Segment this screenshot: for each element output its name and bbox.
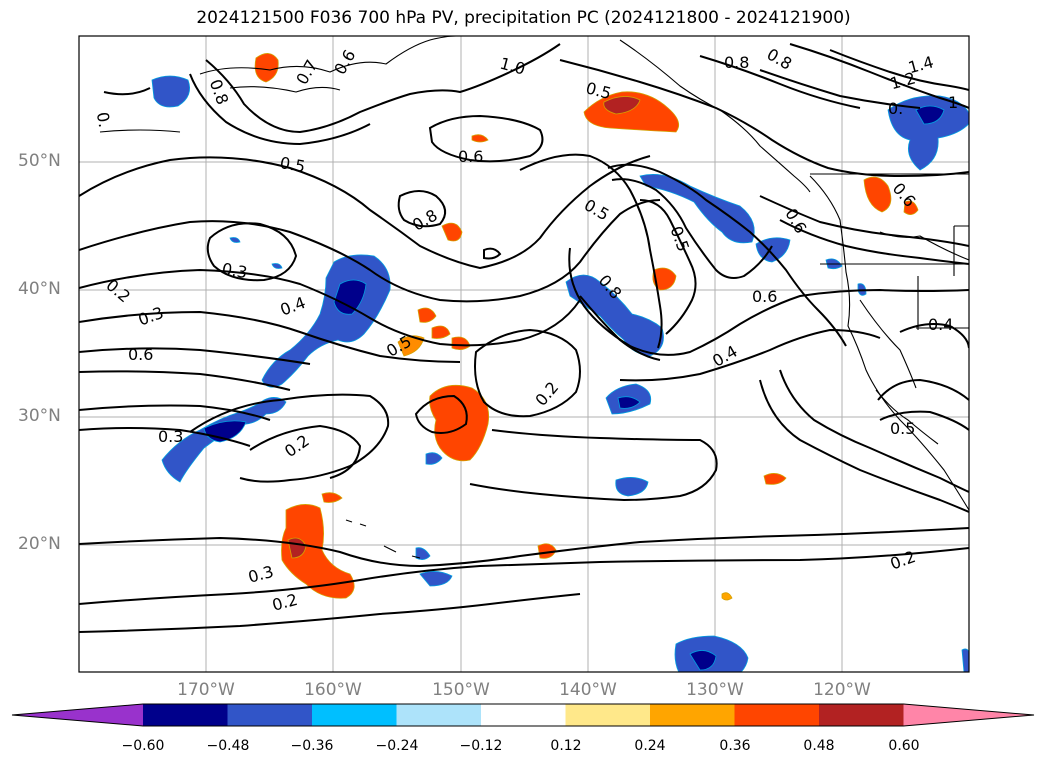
contour-label: 0.8 xyxy=(724,53,749,72)
lon-label: 130°W xyxy=(686,680,744,700)
contour-label: 0.4 xyxy=(928,315,953,334)
colorbar-segment xyxy=(143,704,228,726)
contour-label: 0.5 xyxy=(890,419,915,438)
lon-label: 160°W xyxy=(304,680,362,700)
contour-label: 0. xyxy=(888,99,903,118)
colorbar-extend-high xyxy=(903,704,1034,726)
contour-label: 0.4 xyxy=(709,341,741,370)
contour-label: 0.8 xyxy=(764,44,796,73)
colorbar-tick: −0.12 xyxy=(459,738,503,754)
colorbar-tick: 0.12 xyxy=(550,738,582,754)
contour-label: 0.2 xyxy=(531,378,562,410)
colorbar-tick: −0.36 xyxy=(290,738,334,754)
map-frame xyxy=(78,35,970,673)
colorbar-tick: −0.48 xyxy=(206,738,250,754)
colorbar-segment xyxy=(650,704,735,726)
colorbar-tick: 0.48 xyxy=(803,738,835,754)
contour-label: 0.5 xyxy=(278,153,306,176)
colorbar xyxy=(11,703,1035,727)
contour-label: 0.5 xyxy=(581,195,613,224)
colorbar-segment xyxy=(396,704,482,726)
contour-label: 0.2 xyxy=(270,590,300,615)
colorbar-segment xyxy=(819,704,904,726)
pv-contours xyxy=(79,43,969,633)
contour-label: 0.7 xyxy=(292,56,321,88)
gridlines xyxy=(79,36,969,672)
contour-label: 0.3 xyxy=(158,427,183,446)
contour-label: 1 xyxy=(948,93,958,112)
colorbar-segment xyxy=(227,704,313,726)
contour-label: 0.6 xyxy=(128,345,153,364)
contour-label: 0.4 xyxy=(278,293,308,320)
lon-label: 150°W xyxy=(432,680,490,700)
contour-label: 0.6 xyxy=(752,287,777,306)
colorbar-segment xyxy=(565,704,651,726)
lat-label: 20°N xyxy=(18,534,61,554)
colorbar-segment xyxy=(312,704,397,726)
contour-label: 0.8 xyxy=(409,205,441,234)
lon-label: 120°W xyxy=(813,680,871,700)
colorbar-tick: 0.36 xyxy=(719,738,751,754)
precip-positive-areas xyxy=(254,53,919,601)
lon-label: 170°W xyxy=(177,680,235,700)
coastlines xyxy=(99,36,969,559)
map-title: 2024121500 F036 700 hPa PV, precipitatio… xyxy=(196,8,851,28)
contour-label: 0.6 xyxy=(330,46,359,78)
lat-label: 40°N xyxy=(18,279,61,299)
lat-label: 30°N xyxy=(18,406,61,426)
colorbar-segment xyxy=(734,704,820,726)
contour-label: 0.5 xyxy=(666,224,693,254)
contour-label: 0.3 xyxy=(220,259,248,282)
contour-label: 0.2 xyxy=(102,275,134,306)
lon-label: 140°W xyxy=(559,680,617,700)
precip-negative-areas xyxy=(151,75,969,672)
contour-label: 0.3 xyxy=(136,303,166,330)
colorbar-extend-low xyxy=(12,704,143,726)
contour-label: 0. xyxy=(93,111,114,129)
contour-label: 0.2 xyxy=(281,431,313,461)
colorbar-tick: 0.24 xyxy=(634,738,666,754)
colorbar-segment xyxy=(481,704,566,726)
lat-label: 50°N xyxy=(18,151,61,171)
contour-label: 0.6 xyxy=(458,147,483,166)
colorbar-tick: −0.24 xyxy=(375,738,419,754)
contour-label: 0.2 xyxy=(888,547,918,574)
colorbar-tick: −0.60 xyxy=(121,738,165,754)
contour-label: 0.3 xyxy=(246,562,276,587)
colorbar-tick: 0.60 xyxy=(888,738,920,754)
colorbar-outline xyxy=(11,703,1035,727)
